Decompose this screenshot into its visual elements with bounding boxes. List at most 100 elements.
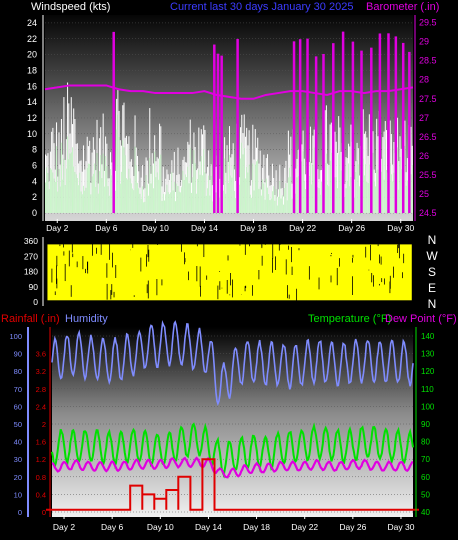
windspeed-gust-bar xyxy=(349,146,351,213)
windspeed-avg-bar xyxy=(284,188,286,213)
windspeed-avg-bar xyxy=(254,164,256,213)
windspeed-gust-bar xyxy=(204,129,206,213)
windspeed-avg-bar xyxy=(355,172,357,213)
barometer-dropout-spike xyxy=(112,31,115,213)
windspeed-avg-bar xyxy=(101,178,103,213)
windspeed-avg-bar xyxy=(372,152,374,213)
barometer-dropout-spike xyxy=(322,53,325,213)
humidity-y-tick-label: 10 xyxy=(14,490,22,499)
windspeed-avg-bar xyxy=(127,179,129,213)
windspeed-avg-bar xyxy=(206,188,208,213)
windspeed-avg-bar xyxy=(121,171,123,213)
windspeed-avg-bar xyxy=(225,193,227,213)
windspeed-avg-bar xyxy=(108,195,110,213)
windspeed-avg-bar xyxy=(258,188,260,213)
windspeed-avg-bar xyxy=(110,169,112,213)
windspeed-avg-bar xyxy=(177,186,179,213)
barometer-dropout-spike xyxy=(306,38,309,213)
temperature-y-ticks: 40 50 60 70 80 90 100 110 120 130 140 xyxy=(415,327,435,517)
windspeed-axis-title: Windspeed (kts) xyxy=(31,1,110,13)
windspeed-gust-bar xyxy=(319,170,321,213)
wind-direction-compass-label: S xyxy=(428,265,436,279)
windspeed-avg-bar xyxy=(69,153,71,213)
windspeed-y-tick-label: 8 xyxy=(32,145,37,155)
windspeed-avg-bar xyxy=(255,161,257,213)
barometer-dropout-spike xyxy=(314,56,318,214)
windspeed-gust-bar xyxy=(205,173,207,213)
windspeed-avg-bar xyxy=(400,169,402,213)
rainfall-series xyxy=(46,458,419,511)
climate-x-ticks: Day 2 Day 6 Day 10 Day 14 Day 18 Day 22 Day 26… xyxy=(53,515,415,532)
windspeed-avg-bar xyxy=(184,174,186,213)
windspeed-avg-bar xyxy=(119,183,121,213)
windspeed-y-tick-label: 16 xyxy=(27,81,37,91)
barometer-dropout-spike xyxy=(332,43,335,213)
barometer-dropout-spike xyxy=(394,36,398,213)
wind-direction-compass-label: W xyxy=(426,249,438,263)
rainfall-line xyxy=(46,458,419,511)
windspeed-gust-bar xyxy=(334,131,336,213)
rainfall-y-tick-label: 3.6 xyxy=(36,350,46,359)
humidity-series xyxy=(51,320,414,407)
rainfall-y-tick-label: 2.4 xyxy=(36,402,46,411)
windspeed-avg-bar xyxy=(205,195,207,213)
barometer-y-tick-label: 26.5 xyxy=(419,132,437,142)
humidity-y-tick-label: 100 xyxy=(9,332,22,341)
windspeed-avg-bar xyxy=(309,161,311,213)
windspeed-avg-bar xyxy=(165,194,167,213)
windspeed-avg-bar xyxy=(368,164,370,213)
windspeed-avg-bar xyxy=(124,155,126,213)
windspeed-avg-bar xyxy=(48,189,50,213)
windspeed-avg-bar xyxy=(197,179,199,213)
windspeed-avg-bar xyxy=(257,159,259,213)
barometer-dropout-spike xyxy=(378,33,382,213)
windspeed-avg-bar xyxy=(89,163,91,213)
windspeed-avg-bar xyxy=(167,192,169,213)
windspeed-gust-bar xyxy=(345,157,347,213)
windspeed-gust-bar xyxy=(140,177,142,213)
barometer-dropout-spike xyxy=(401,42,405,213)
windspeed-avg-bar xyxy=(107,186,109,213)
windspeed-avg-bar xyxy=(133,190,135,213)
windspeed-avg-bar xyxy=(366,182,368,213)
windspeed-avg-bar xyxy=(200,156,202,213)
barometer-y-tick-label: 28.5 xyxy=(419,56,437,66)
windspeed-avg-bar xyxy=(270,198,272,213)
windspeed-avg-bar xyxy=(377,169,379,213)
windspeed-avg-bar xyxy=(98,171,100,213)
rainfall-humidity-y-ticks: 0 0.4 0.8 1.2 1.6 2 2.4 2.8 3.2 3.6 0 10 20 30 40 50 60 7… xyxy=(9,327,51,517)
windspeed-gust-bar xyxy=(350,124,352,213)
barometer-dropout-spike xyxy=(236,38,239,213)
windspeed-y-tick-label: 18 xyxy=(27,65,37,75)
windspeed-avg-bar xyxy=(334,177,336,213)
windspeed-avg-bar xyxy=(286,200,288,213)
windspeed-avg-bar xyxy=(63,158,65,213)
windspeed-gust-bar xyxy=(390,134,392,213)
windspeed-avg-bar xyxy=(373,181,375,213)
windspeed-gust-bar xyxy=(53,143,55,213)
windspeed-avg-bar xyxy=(154,151,156,213)
windspeed-avg-bar xyxy=(183,179,185,213)
windspeed-gust-bar xyxy=(161,186,163,213)
windspeed-avg-bar xyxy=(267,187,269,213)
wind-direction-y-tick-label: 180 xyxy=(24,267,38,277)
windspeed-avg-bar xyxy=(302,151,304,213)
windspeed-avg-bar xyxy=(128,168,130,213)
temperature-axis-title: Temperature (°F) xyxy=(308,313,391,325)
windspeed-avg-bar xyxy=(163,200,165,213)
windspeed-gust-bar xyxy=(398,161,400,213)
windspeed-avg-bar xyxy=(308,175,310,213)
climate-x-tick-label: Day 10 xyxy=(147,522,174,532)
windspeed-avg-bar xyxy=(297,176,299,213)
barometer-dropout-spike xyxy=(360,50,363,213)
climate-x-tick-label: Day 22 xyxy=(291,522,318,532)
climate-x-tick-label: Day 26 xyxy=(339,522,366,532)
windspeed-avg-bar xyxy=(189,147,191,213)
windspeed-avg-bar xyxy=(365,164,367,213)
windspeed-avg-bar xyxy=(324,163,326,213)
humidity-y-tick-label: 0 xyxy=(18,508,22,517)
windspeed-avg-bar xyxy=(75,174,77,213)
windspeed-avg-bar xyxy=(149,157,151,213)
windspeed-gust-bar xyxy=(195,170,197,213)
windspeed-avg-bar xyxy=(187,166,189,213)
